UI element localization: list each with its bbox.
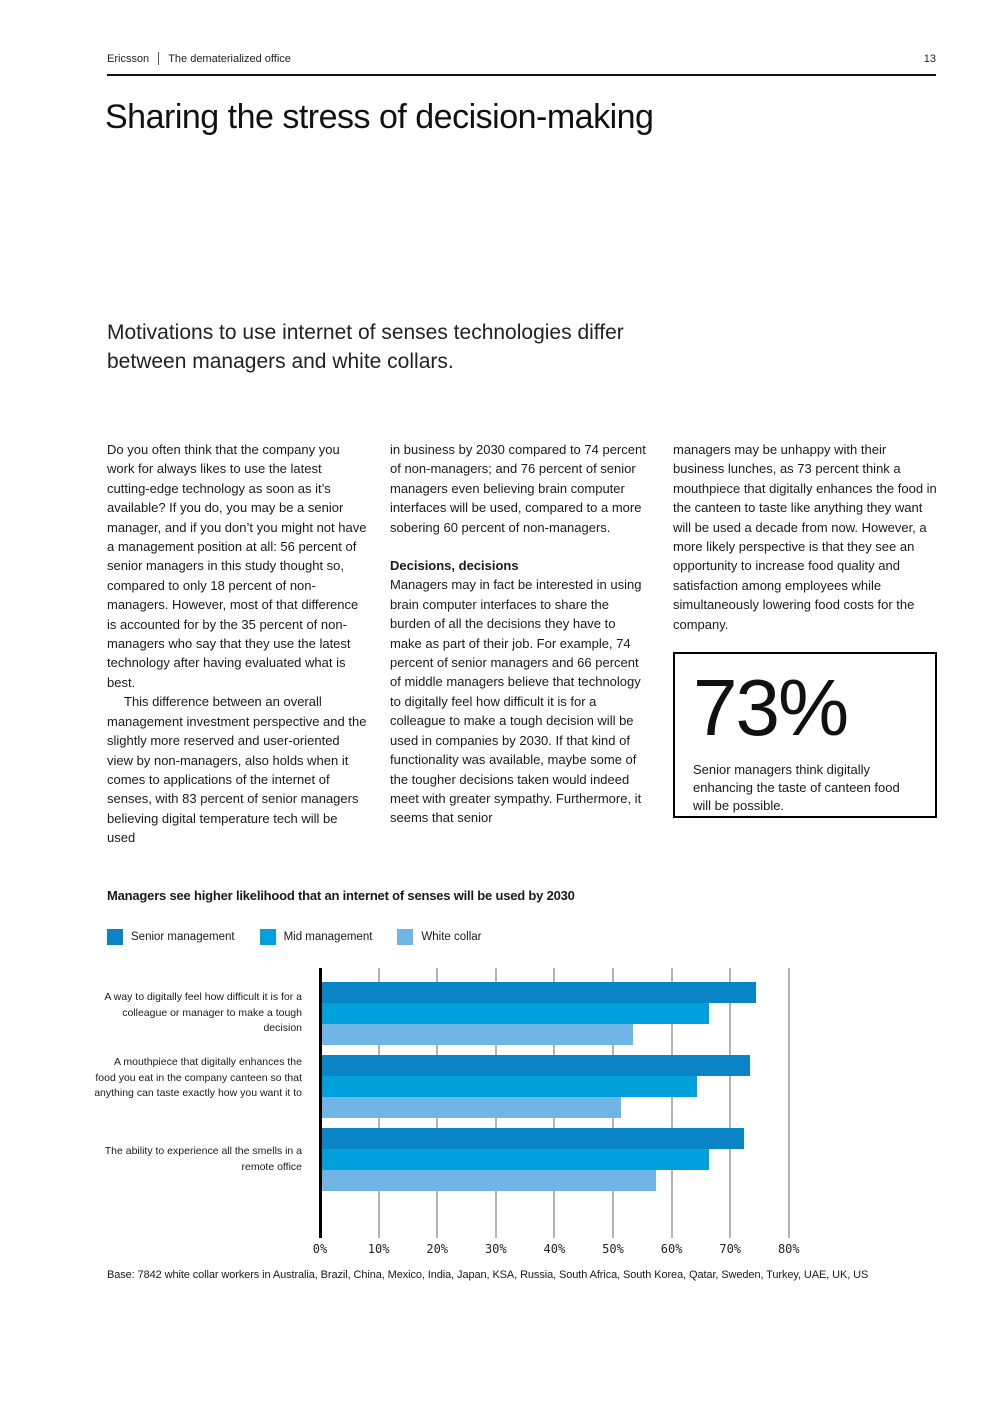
body-column-3: managers may be unhappy with their busin… — [673, 440, 937, 634]
legend-item: Mid management — [259, 929, 373, 945]
legend-swatch — [397, 929, 414, 945]
stat-value: 73% — [693, 663, 849, 752]
chart-gridline — [670, 968, 673, 1238]
stat-callout-box: 73% Senior managers think digitally enha… — [673, 652, 937, 818]
legend-item: Senior management — [107, 929, 235, 945]
body-paragraph: Managers may in fact be interested in us… — [390, 577, 642, 826]
chart-title: Managers see higher likelihood that an i… — [107, 888, 575, 903]
chart-bar — [322, 1170, 656, 1191]
chart-tick-label: 50% — [602, 1242, 624, 1256]
legend-label: Senior management — [131, 931, 235, 943]
body-column-2: in business by 2030 compared to 74 perce… — [390, 440, 650, 828]
chart-tick-label: 30% — [484, 1242, 507, 1256]
page-header: Ericsson The dematerialized office 13 — [107, 52, 936, 65]
chart-legend: Senior management Mid management White col… — [107, 929, 507, 945]
chart-bar — [322, 1149, 709, 1170]
body-paragraph: in business by 2030 compared to 74 perce… — [390, 442, 646, 535]
chart-category-label: A way to digitally feel how difficult it… — [104, 991, 302, 1034]
legend-swatch — [107, 929, 123, 945]
bar-chart: A way to digitally feel how difficult it… — [0, 965, 992, 1285]
section-heading: Decisions, decisions — [390, 558, 519, 574]
chart-gridline — [729, 968, 732, 1238]
header-rule — [107, 74, 936, 76]
body-column-1: Do you often think that the company you … — [107, 440, 367, 848]
chart-tick-label: 10% — [367, 1242, 390, 1256]
chart-tick-label: 20% — [426, 1242, 449, 1256]
page-title: Sharing the stress of decision-making — [105, 98, 654, 136]
chart-bar — [322, 1076, 697, 1097]
brand-name: Ericsson — [107, 52, 150, 65]
chart-tick-label: 40% — [543, 1242, 566, 1256]
intro-paragraph: Motivations to use internet of senses te… — [107, 321, 624, 373]
legend-item: White collar — [397, 929, 482, 945]
legend-label: White collar — [421, 931, 482, 943]
chart-bar — [322, 1128, 744, 1149]
chart-category-label: A mouthpiece that digitally enhances the… — [94, 1056, 302, 1099]
chart-bar — [322, 1024, 633, 1045]
chart-bar — [322, 1097, 621, 1118]
body-paragraph: Do you often think that the company you … — [107, 442, 367, 690]
legend-swatch — [259, 929, 276, 945]
header-divider — [158, 52, 160, 65]
legend-label: Mid management — [283, 931, 373, 943]
chart-bar — [322, 1055, 750, 1076]
chart-gridline — [787, 968, 790, 1238]
chart-bar — [322, 1003, 709, 1024]
page-number: 13 — [923, 52, 936, 65]
chart-tick-label: 0% — [312, 1242, 328, 1256]
chart-tick-label: 60% — [660, 1242, 683, 1256]
stat-caption: Senior managers think digitally enhancin… — [693, 762, 900, 813]
body-paragraph: managers may be unhappy with their busin… — [673, 442, 937, 632]
document-title: The dematerialized office — [168, 52, 291, 65]
body-paragraph: This difference between an overall manag… — [107, 694, 367, 846]
base-note: Base: 7842 white collar workers in Austr… — [107, 1269, 869, 1281]
chart-category-label: The ability to experience all the smells… — [104, 1145, 302, 1173]
chart-tick-label: 80% — [777, 1242, 800, 1256]
chart-bar — [322, 982, 756, 1003]
chart-axis-line — [319, 968, 322, 1238]
chart-tick-label: 70% — [719, 1242, 742, 1256]
